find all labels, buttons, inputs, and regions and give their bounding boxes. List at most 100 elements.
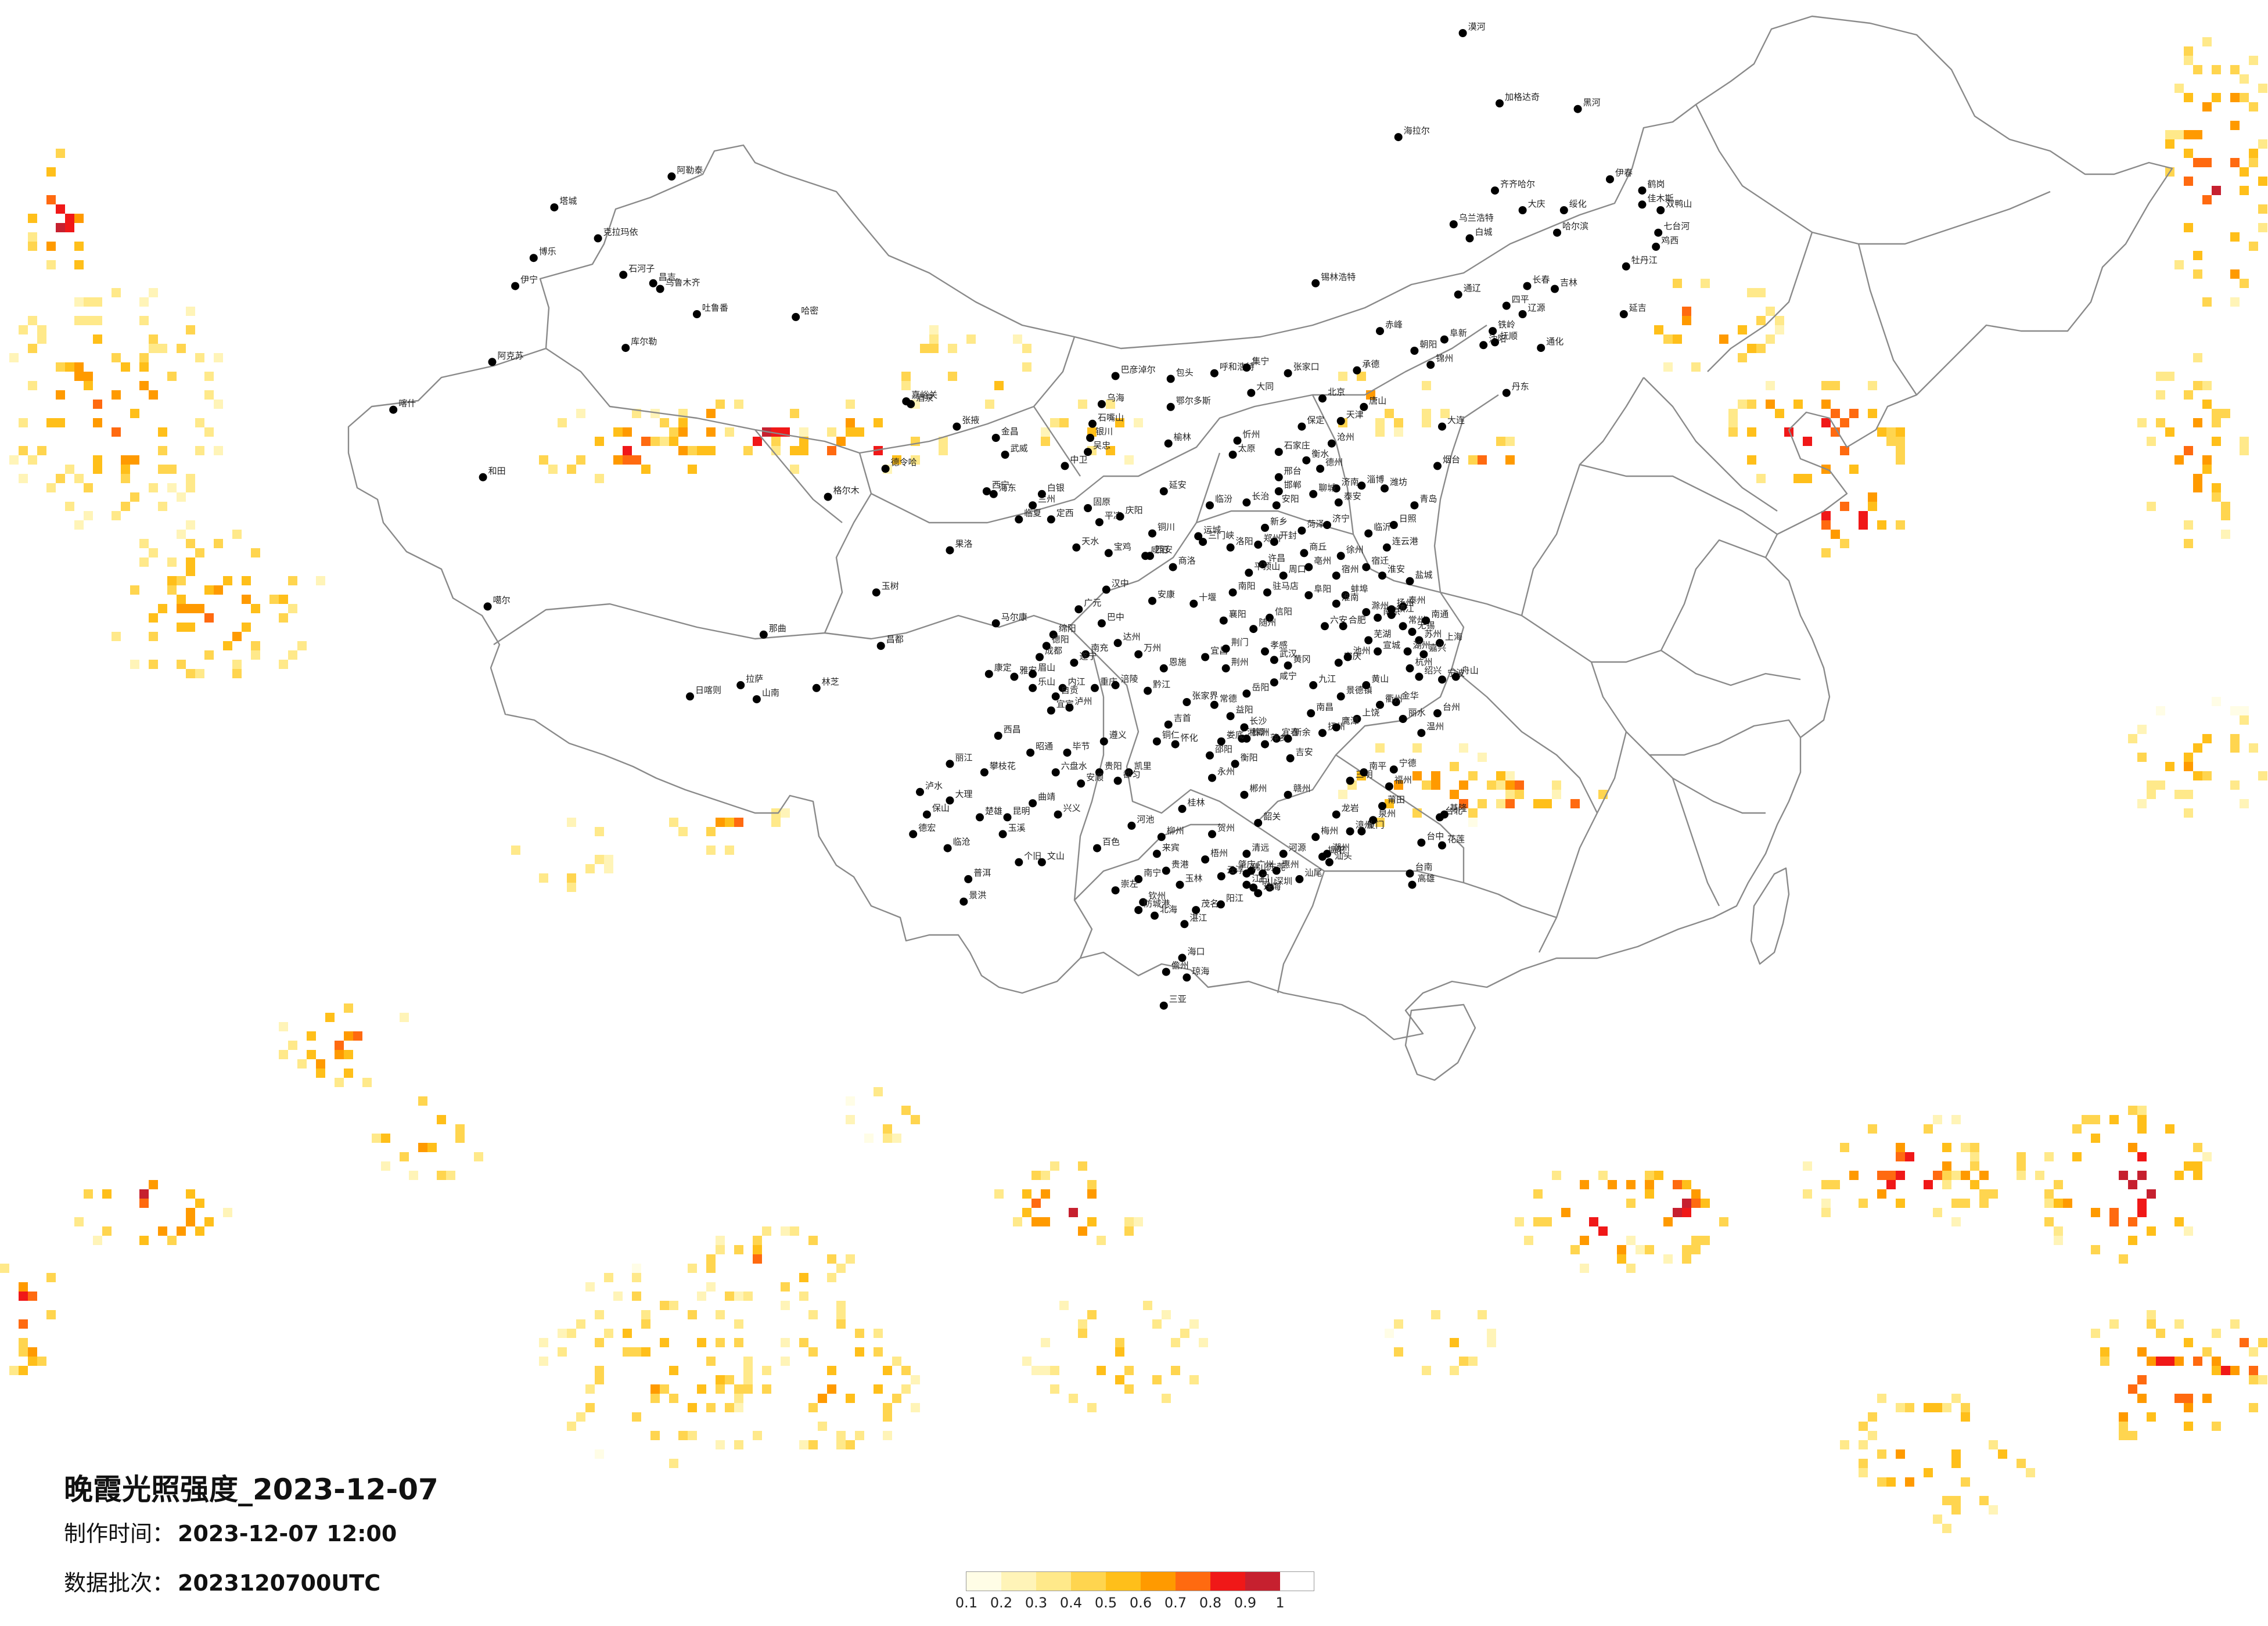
city-marker: 泸水 bbox=[916, 780, 943, 796]
glow-cell bbox=[697, 446, 706, 455]
city-marker: 中山 bbox=[1249, 876, 1276, 892]
glow-cell bbox=[734, 1319, 743, 1329]
glow-cell bbox=[883, 1134, 892, 1143]
city-marker: 三明 bbox=[1346, 769, 1373, 785]
glow-cell bbox=[595, 437, 604, 446]
glow-cell bbox=[437, 1171, 446, 1180]
glow-cell bbox=[409, 1171, 418, 1180]
glow-cell bbox=[985, 400, 994, 409]
city-label: 衡水 bbox=[1311, 449, 1329, 459]
city-marker: 烟台 bbox=[1433, 454, 1460, 470]
glow-cell bbox=[400, 1152, 409, 1161]
province-line bbox=[1433, 394, 1499, 593]
glow-cell bbox=[1859, 1440, 1868, 1449]
glow-cell bbox=[2184, 753, 2193, 762]
glow-cell bbox=[911, 1403, 920, 1412]
glow-cell bbox=[121, 474, 130, 483]
city-dot bbox=[619, 271, 628, 279]
glow-cell bbox=[2249, 1403, 2258, 1412]
glow-cell bbox=[186, 520, 195, 530]
glow-cell bbox=[846, 1096, 855, 1106]
legend-tick-label: 0.9 bbox=[1234, 1595, 1257, 1611]
glow-cell bbox=[1775, 316, 1784, 325]
glow-cell bbox=[1989, 1189, 1998, 1199]
glow-cell bbox=[734, 1292, 743, 1301]
city-label: 哈密 bbox=[801, 305, 818, 316]
map-title: 晚霞光照强度_2023-12-07 bbox=[64, 1473, 438, 1506]
glow-cell bbox=[743, 1384, 753, 1394]
city-dot bbox=[1343, 653, 1352, 661]
glow-cell bbox=[2147, 1310, 2156, 1319]
city-label: 凯里 bbox=[1134, 761, 1152, 771]
glow-cell bbox=[846, 1394, 855, 1403]
glow-cell bbox=[734, 400, 743, 409]
glow-cell bbox=[929, 325, 939, 334]
city-label: 唐山 bbox=[1369, 395, 1386, 406]
city-dot bbox=[946, 796, 954, 805]
city-marker: 漳州 bbox=[1346, 820, 1373, 836]
glow-cell bbox=[929, 344, 939, 353]
glow-cell bbox=[716, 1384, 725, 1394]
glow-cell bbox=[1533, 1189, 1543, 1199]
province-line bbox=[1695, 104, 2051, 245]
glow-cell bbox=[1422, 381, 1431, 390]
city-dot bbox=[1189, 599, 1198, 608]
city-dot bbox=[1454, 290, 1462, 299]
province-line bbox=[1649, 719, 1801, 756]
city-marker: 玉树 bbox=[872, 581, 899, 597]
glow-cell bbox=[1821, 520, 1831, 530]
glow-cell bbox=[994, 381, 1004, 390]
glow-cell bbox=[604, 855, 613, 864]
production-time: 制作时间： 2023-12-07 12:00 bbox=[64, 1516, 397, 1548]
glow-cell bbox=[1050, 1366, 1059, 1375]
city-dot bbox=[1394, 133, 1403, 142]
glow-cell bbox=[548, 465, 558, 474]
province-line bbox=[1707, 232, 1813, 372]
city-dot bbox=[1438, 422, 1446, 431]
city-dot bbox=[1054, 810, 1062, 819]
glow-cell bbox=[2128, 1143, 2137, 1152]
glow-cell bbox=[1515, 790, 1524, 799]
province-line bbox=[1074, 823, 1220, 901]
glow-cell bbox=[186, 1217, 195, 1226]
glow-cell bbox=[1970, 1161, 1979, 1171]
glow-cell bbox=[2258, 139, 2267, 149]
glow-cell bbox=[139, 381, 149, 390]
glow-cell bbox=[195, 604, 204, 613]
glow-cell bbox=[2230, 743, 2240, 753]
city-label: 贵港 bbox=[1171, 859, 1189, 869]
glow-cell bbox=[121, 362, 130, 372]
glow-cell bbox=[1728, 427, 1738, 437]
city-label: 杭州 bbox=[1415, 657, 1433, 667]
city-dot bbox=[1376, 700, 1384, 709]
city-dot bbox=[1449, 220, 1458, 229]
city-label: 咸阳 bbox=[1151, 544, 1168, 555]
glow-cell bbox=[1171, 1366, 1180, 1375]
city-label: 镇江 bbox=[1397, 603, 1414, 614]
city-label: 黑河 bbox=[1583, 98, 1601, 108]
city-dot bbox=[1341, 591, 1350, 599]
city-label: 海拉尔 bbox=[1404, 125, 1430, 136]
glow-cell bbox=[37, 325, 46, 334]
city-dot bbox=[1652, 242, 1660, 251]
glow-cell bbox=[1654, 1171, 1663, 1180]
city-dot bbox=[483, 602, 492, 611]
glow-cell bbox=[2119, 1431, 2128, 1440]
glow-cell bbox=[2044, 1199, 2054, 1208]
city-label: 盐城 bbox=[1415, 570, 1433, 580]
city-dot bbox=[1127, 821, 1136, 830]
province-line bbox=[1660, 539, 1766, 651]
glow-cell bbox=[725, 1403, 734, 1412]
city-label: 吉首 bbox=[1174, 713, 1191, 724]
glow-cell bbox=[1998, 1449, 2007, 1459]
glow-cell bbox=[567, 873, 576, 883]
city-label: 河池 bbox=[1137, 814, 1154, 825]
city-label: 柳州 bbox=[1167, 825, 1184, 836]
glow-cell bbox=[130, 409, 139, 418]
city-dot bbox=[1309, 490, 1318, 498]
glow-cell bbox=[1041, 1217, 1050, 1226]
city-label: 衡阳 bbox=[1241, 752, 1258, 762]
legend-swatch-8 bbox=[1210, 1572, 1245, 1591]
city-dot bbox=[1169, 563, 1177, 571]
city-label: 双鸭山 bbox=[1666, 199, 1692, 209]
